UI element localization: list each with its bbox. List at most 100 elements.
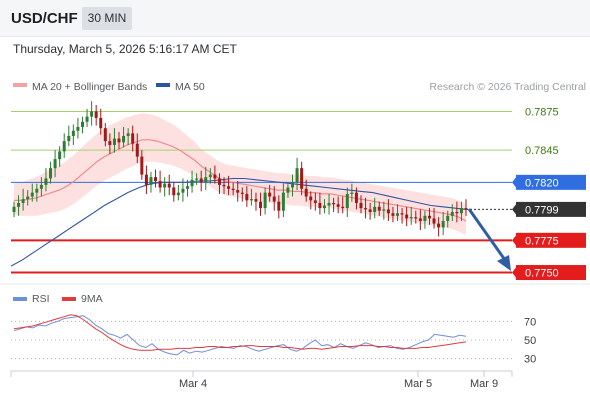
candle-body	[117, 138, 121, 143]
candle-body	[396, 213, 400, 216]
current-level-label: 0.7799	[525, 204, 559, 216]
candle-body	[327, 202, 331, 206]
candle-body	[400, 213, 404, 215]
candle-body	[154, 177, 158, 182]
timeframe-button[interactable]: 30 MIN	[82, 7, 132, 30]
candle-body	[17, 202, 21, 207]
bollinger-band	[14, 113, 466, 236]
candle-body	[149, 177, 153, 185]
candle-body	[391, 213, 395, 216]
candle-body	[94, 111, 98, 118]
candle-body	[90, 111, 94, 117]
bb-legend-swatch	[13, 83, 27, 87]
candle-body	[359, 202, 363, 209]
candle-body	[213, 174, 217, 179]
candle-body	[49, 168, 53, 179]
candle-body	[80, 121, 84, 127]
candle-body	[26, 196, 30, 200]
candle-body	[364, 208, 368, 210]
chart-datetime: Thursday, March 5, 2026 5:16:17 AM CET	[13, 42, 237, 56]
candle-body	[76, 126, 80, 131]
candle-body	[131, 133, 135, 144]
candle-body	[245, 193, 249, 201]
candle-body	[163, 183, 167, 188]
support-level-label-bg	[516, 232, 586, 248]
candle-body	[386, 209, 390, 214]
candle-body	[332, 202, 336, 205]
bb-legend-label: MA 20 + Bollinger Bands	[32, 81, 147, 93]
rsi-line	[13, 315, 467, 356]
candle-body	[231, 188, 235, 191]
candle-body	[217, 178, 221, 185]
candle-body	[208, 174, 212, 178]
ma50-legend-label: MA 50	[175, 81, 205, 93]
candle-body	[53, 159, 57, 169]
candle-body	[122, 135, 126, 143]
candle-body	[103, 128, 107, 142]
candle-body	[464, 208, 468, 210]
rsi-level-label: 50	[524, 335, 536, 347]
candle-body	[441, 220, 445, 228]
candle-body	[318, 202, 322, 209]
rsi-legend-swatch	[13, 297, 27, 301]
current-level-label-pointer	[512, 204, 516, 215]
candle-body	[336, 204, 340, 207]
candle-body	[108, 141, 112, 145]
candle-body	[236, 190, 240, 193]
candle-body	[126, 133, 130, 136]
candle-body	[263, 192, 267, 209]
rsi-level-label: 70	[524, 316, 536, 328]
candle-body	[195, 178, 199, 180]
x-tick-label: Mar 9	[470, 378, 498, 390]
x-tick-label: Mar 5	[404, 378, 432, 390]
forecast-arrow	[467, 208, 511, 271]
candle-body	[268, 192, 272, 197]
candle-body	[176, 192, 180, 196]
ma20-line	[14, 139, 467, 222]
candle-body	[382, 209, 386, 211]
rsi-legend-label: RSI	[32, 293, 50, 305]
candle-body	[62, 141, 66, 152]
resistance-level-label: 0.7845	[525, 145, 559, 157]
candle-body	[158, 181, 162, 188]
candle-body	[35, 188, 39, 193]
candle-body	[418, 218, 422, 221]
candle-body	[249, 199, 253, 201]
candle-body	[71, 130, 75, 136]
candle-body	[99, 117, 103, 129]
support-level-label: 0.7775	[525, 235, 559, 247]
pivot-level-label: 0.7820	[525, 177, 559, 189]
candle-body	[432, 218, 436, 224]
candle-body	[368, 209, 372, 212]
candle-body	[67, 135, 71, 142]
rsi-level-label: 30	[524, 354, 536, 366]
candle-body	[377, 206, 381, 211]
candle-body	[281, 192, 285, 211]
candle-body	[85, 116, 89, 122]
candle-body	[199, 178, 203, 183]
candle-body	[222, 184, 226, 187]
attribution-text: Research © 2026 Trading Central	[429, 81, 586, 93]
resistance-level-label: 0.7875	[525, 106, 559, 118]
candle-body	[259, 201, 263, 209]
candle-body	[322, 205, 326, 209]
current-level-label-bg	[516, 201, 586, 217]
candle-body	[427, 215, 431, 219]
candle-body	[240, 192, 244, 194]
pivot-level-label-bg	[516, 174, 586, 190]
candle-body	[181, 188, 185, 193]
candle-body	[140, 156, 144, 175]
candle-body	[345, 193, 349, 209]
header-bar: USD/CHF 30 MIN	[0, 0, 590, 37]
x-tick-label: Mar 4	[179, 378, 207, 390]
candle-body	[58, 151, 62, 160]
candle-body	[39, 184, 43, 189]
candle-body	[286, 187, 290, 193]
candle-body	[455, 211, 459, 214]
rsi-ma-legend-label: 9MA	[81, 293, 103, 305]
support-level-label-bg	[516, 265, 586, 281]
candle-body	[291, 182, 295, 188]
candle-body	[277, 201, 281, 211]
candle-body	[44, 178, 48, 185]
